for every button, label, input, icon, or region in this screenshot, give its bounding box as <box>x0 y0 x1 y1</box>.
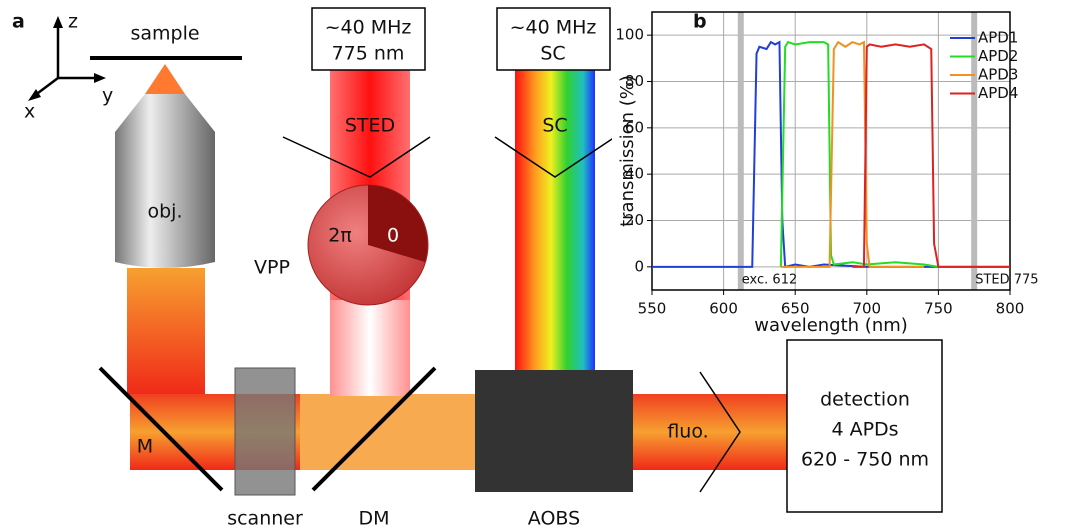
chevron <box>282 136 431 178</box>
dm-label: DM <box>358 508 389 530</box>
sc-source <box>496 7 611 71</box>
sted-source-text: ~40 MHz <box>325 17 412 39</box>
vpp-phase: 0 <box>387 225 399 247</box>
marker-label: STED 775 <box>975 273 1038 288</box>
detection-text: detection <box>820 389 910 411</box>
focus-cone <box>145 64 185 94</box>
marker-label: exc. 612 <box>742 273 797 288</box>
y-tick-label: 20 <box>625 211 644 229</box>
series-line <box>652 40 1010 269</box>
y-tick-label: 80 <box>625 72 644 90</box>
mirror-label: M <box>137 436 153 458</box>
y-axis-label: transmission (%) <box>617 75 638 227</box>
sample-label: sample <box>130 23 199 45</box>
chevron <box>494 136 616 178</box>
x-tick-label: 600 <box>709 300 738 318</box>
legend-label: APD3 <box>978 66 1018 84</box>
axis-z: z <box>68 11 78 33</box>
sc-beam <box>515 70 595 372</box>
aobs-label: AOBS <box>528 508 580 530</box>
x-tick-label: 550 <box>638 300 667 318</box>
dichroic-mirror <box>311 366 437 492</box>
plot-frame <box>651 11 1011 291</box>
objective <box>115 94 215 268</box>
fluo-label: fluo. <box>667 421 708 443</box>
fluo-arrow <box>699 371 741 493</box>
arrow-head <box>53 16 63 28</box>
panel-label: b <box>693 11 707 33</box>
sc-source-text: ~40 MHz <box>510 17 597 39</box>
legend-label: APD4 <box>978 84 1018 102</box>
legend-label: APD1 <box>978 29 1018 47</box>
mirror <box>98 366 224 492</box>
legend-label: APD2 <box>978 47 1018 65</box>
axis-y: y <box>102 85 113 107</box>
panel-b: b 550 600 650 700 750 800 0 20 40 60 80 100 exc. 612… <box>612 0 1075 338</box>
beam <box>300 394 480 470</box>
axes-icon <box>33 24 98 97</box>
sted-label: STED <box>345 115 395 137</box>
axis-x: x <box>24 101 35 123</box>
panel-a: a z y x sample obj. ~40 MHz 775 nm STED … <box>12 7 943 530</box>
arrow-head <box>28 89 41 101</box>
y-tick-label: 60 <box>625 118 644 136</box>
detection-text: 620 - 750 nm <box>801 449 929 471</box>
y-tick-label: 0 <box>634 257 644 275</box>
vpp-sector <box>368 185 428 262</box>
y-tick-label: 40 <box>625 165 644 183</box>
beam <box>127 268 205 396</box>
y-tick-label: 100 <box>615 26 644 44</box>
x-axis-label: wavelength (nm) <box>754 315 908 336</box>
detection-text: 4 APDs <box>831 419 898 441</box>
x-tick-label: 650 <box>781 300 810 318</box>
sted-source-text: 775 nm <box>332 43 405 65</box>
sc-source-text: SC <box>540 43 565 65</box>
sc-label: SC <box>542 115 567 137</box>
scanner <box>234 367 296 496</box>
fluo-beam <box>633 394 788 470</box>
aobs <box>475 370 633 492</box>
x-tick-label: 700 <box>852 300 881 318</box>
chart-background <box>612 0 1075 338</box>
objective-label: obj. <box>147 201 182 223</box>
scanner-label: scanner <box>227 508 303 530</box>
detection-box <box>786 339 943 513</box>
marker-band <box>971 12 978 290</box>
series-line <box>780 40 925 268</box>
series-line <box>779 40 1010 268</box>
x-tick-label: 800 <box>996 300 1025 318</box>
vpp-label: VPP <box>254 257 290 279</box>
sted-source <box>311 7 426 71</box>
panel-label: a <box>12 11 25 33</box>
marker-band <box>737 12 744 290</box>
series-line <box>852 43 1010 268</box>
x-tick-label: 750 <box>924 300 953 318</box>
sted-beam <box>330 300 410 396</box>
arrow-head <box>94 73 106 83</box>
vpp-phase: 2π <box>328 225 352 247</box>
